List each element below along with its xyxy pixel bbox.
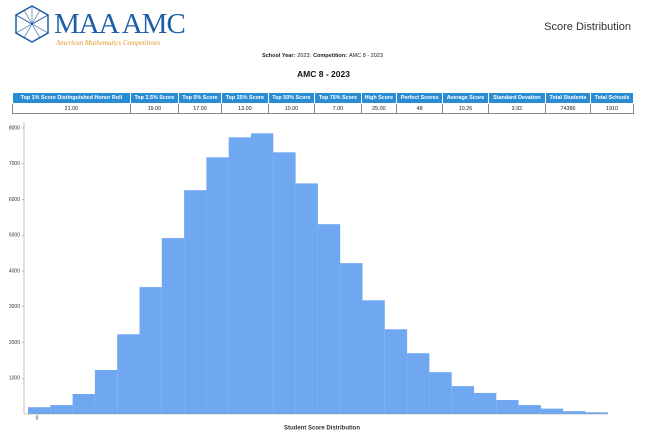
bar <box>384 329 408 414</box>
bar <box>496 400 519 414</box>
stats-table: Top 1% Score Distinguished Honor Roll Top… <box>12 92 634 114</box>
table-cell: 13.00 <box>221 103 269 114</box>
bar <box>585 412 608 414</box>
bar <box>317 224 341 414</box>
y-tick-label: 4000 <box>9 268 20 274</box>
column-header: Standard Devation <box>487 92 546 104</box>
y-tick-label: 5000 <box>9 233 20 239</box>
info-label: Competition: <box>313 53 347 59</box>
info-value: AMC 8 - 2023 <box>348 53 383 59</box>
page-title: Score Distribution <box>544 21 631 33</box>
table-cell: 17.00 <box>177 103 223 114</box>
column-header: Top 75% Score <box>314 92 362 104</box>
table-cell: 10.00 <box>267 103 316 114</box>
bar <box>407 353 430 414</box>
column-header: Top 2.5% Score <box>129 92 179 104</box>
bar <box>273 152 296 414</box>
bar <box>540 408 564 414</box>
info-value: 2023; <box>297 53 312 59</box>
bar <box>429 372 452 414</box>
bar <box>518 405 541 414</box>
table-row: 21.00 19.00 17.00 13.00 10.00 7.00 25.00 48 10.2… <box>12 103 634 114</box>
y-tick-label: 3000 <box>9 304 20 310</box>
column-header: Top 5% Score <box>177 92 223 104</box>
x-axis-label: Student Score Distribution <box>284 426 360 432</box>
column-header: Top 1% Score Distinguished Honor Roll <box>12 92 131 104</box>
y-tick-label: 8000 <box>9 125 20 131</box>
bar <box>451 386 474 414</box>
column-header: Total Students <box>544 92 592 104</box>
bar <box>184 190 207 414</box>
table-cell: 1910 <box>590 103 634 114</box>
table-cell: 74386 <box>544 103 592 114</box>
column-header: Perfect Scores <box>396 92 444 104</box>
column-header: Average Score <box>442 92 489 104</box>
logo-subtitle: American Mathematics Competitions <box>56 39 161 47</box>
x-tick-label: 0 <box>36 415 39 421</box>
y-tick-label: 7000 <box>9 161 20 167</box>
table-cell: 25.00 <box>360 103 398 114</box>
chart: Student Score Distribution 1000 2000 3000 4… <box>9 122 608 432</box>
column-header: Top 50% Score <box>267 92 316 104</box>
table-cell: 10.26 <box>442 103 489 114</box>
y-tick-label: 1000 <box>9 376 20 382</box>
bar <box>228 137 251 415</box>
info-line: School Year: 2023; Competition: AMC 8 - 202… <box>0 53 647 59</box>
table-cell: 19.00 <box>129 103 179 114</box>
column-header: Top 25% Score <box>221 92 269 104</box>
table-cell: 3.92 <box>487 103 546 114</box>
bar <box>563 411 586 414</box>
bar <box>474 392 497 414</box>
bar <box>295 183 318 414</box>
bar <box>340 263 363 414</box>
bar <box>206 157 229 414</box>
table-cell: 21.00 <box>12 103 131 114</box>
logo: MAA AMC <box>54 8 186 40</box>
info-label: School Year: <box>262 53 296 59</box>
logo-icon <box>15 5 49 43</box>
bar <box>251 133 274 415</box>
bar <box>139 287 162 414</box>
table-cell: 7.00 <box>314 103 362 114</box>
column-header: High Score <box>360 92 398 104</box>
y-tick-label: 2000 <box>9 340 20 346</box>
bar <box>50 405 73 414</box>
bar <box>117 334 140 414</box>
bar <box>28 407 51 414</box>
column-header: Total Schools <box>590 92 634 104</box>
y-tick-label: 6000 <box>9 197 20 203</box>
table-cell: 48 <box>396 103 444 114</box>
report-title: AMC 8 - 2023 <box>297 69 350 79</box>
bar <box>161 238 185 414</box>
bar <box>362 300 385 414</box>
bar <box>94 370 118 414</box>
bar <box>72 393 95 414</box>
